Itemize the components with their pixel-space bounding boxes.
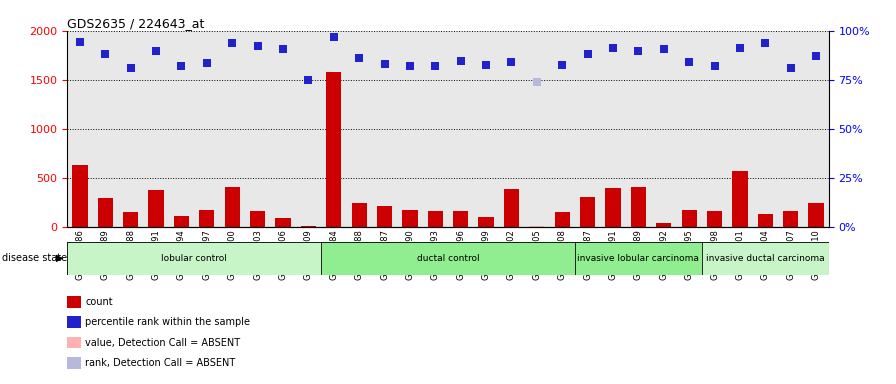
Text: rank, Detection Call = ABSENT: rank, Detection Call = ABSENT — [85, 358, 236, 368]
Bar — [758, 214, 773, 227]
Bar — [326, 72, 341, 227]
Point — [124, 65, 138, 71]
Point — [174, 63, 189, 69]
Bar — [377, 207, 392, 227]
Point — [606, 45, 620, 51]
Point — [556, 62, 570, 68]
Bar — [321, 242, 575, 275]
Bar — [301, 225, 316, 227]
Text: ▶: ▶ — [56, 253, 64, 263]
Point — [453, 58, 468, 64]
Bar — [427, 211, 443, 227]
Bar — [707, 211, 722, 227]
Bar — [808, 203, 823, 227]
Bar — [67, 296, 81, 308]
Point — [504, 59, 519, 65]
Bar — [783, 211, 798, 227]
Point — [708, 63, 722, 69]
Bar — [575, 242, 702, 275]
Point — [657, 46, 671, 52]
Text: value, Detection Call = ABSENT: value, Detection Call = ABSENT — [85, 338, 240, 348]
Point — [149, 48, 163, 55]
Point — [301, 77, 315, 83]
Point — [682, 59, 696, 65]
Bar — [682, 210, 697, 227]
Bar — [453, 211, 469, 227]
Bar — [732, 171, 747, 227]
Point — [783, 65, 798, 71]
Bar — [606, 189, 621, 227]
Text: invasive ductal carcinoma: invasive ductal carcinoma — [706, 254, 824, 263]
Bar — [402, 210, 418, 227]
Bar — [275, 218, 290, 227]
Bar — [702, 242, 829, 275]
Point — [403, 63, 418, 69]
Point — [99, 51, 113, 57]
Point — [200, 60, 214, 66]
Bar — [656, 223, 671, 227]
Point — [581, 51, 595, 57]
Point — [73, 40, 87, 46]
Point — [530, 79, 544, 85]
Point — [251, 43, 265, 50]
Bar — [123, 212, 138, 227]
Point — [276, 46, 290, 52]
Bar — [174, 216, 189, 227]
Bar — [530, 225, 545, 227]
Bar — [98, 198, 113, 227]
Point — [327, 33, 341, 40]
Bar — [73, 165, 88, 227]
Text: lobular control: lobular control — [161, 254, 227, 263]
Bar — [225, 187, 240, 227]
Point — [478, 62, 493, 68]
Point — [377, 61, 392, 67]
Point — [352, 55, 366, 61]
Text: disease state: disease state — [2, 253, 67, 263]
Point — [428, 63, 443, 69]
Bar — [149, 190, 164, 227]
Point — [809, 53, 823, 59]
Point — [733, 45, 747, 51]
Point — [225, 40, 239, 46]
Bar — [555, 212, 570, 227]
Point — [631, 48, 645, 55]
Bar — [67, 242, 321, 275]
Bar — [580, 197, 595, 227]
Text: invasive lobular carcinoma: invasive lobular carcinoma — [577, 254, 700, 263]
Bar — [631, 187, 646, 227]
Text: GDS2635 / 224643_at: GDS2635 / 224643_at — [67, 17, 204, 30]
Text: percentile rank within the sample: percentile rank within the sample — [85, 317, 250, 327]
Bar — [199, 210, 214, 227]
Bar — [250, 211, 265, 227]
Bar — [67, 357, 81, 369]
Bar — [67, 316, 81, 328]
Bar — [504, 189, 519, 227]
Bar — [67, 337, 81, 348]
Bar — [351, 203, 366, 227]
Text: count: count — [85, 297, 113, 307]
Text: ductal control: ductal control — [417, 254, 479, 263]
Bar — [478, 217, 494, 227]
Point — [758, 40, 772, 46]
